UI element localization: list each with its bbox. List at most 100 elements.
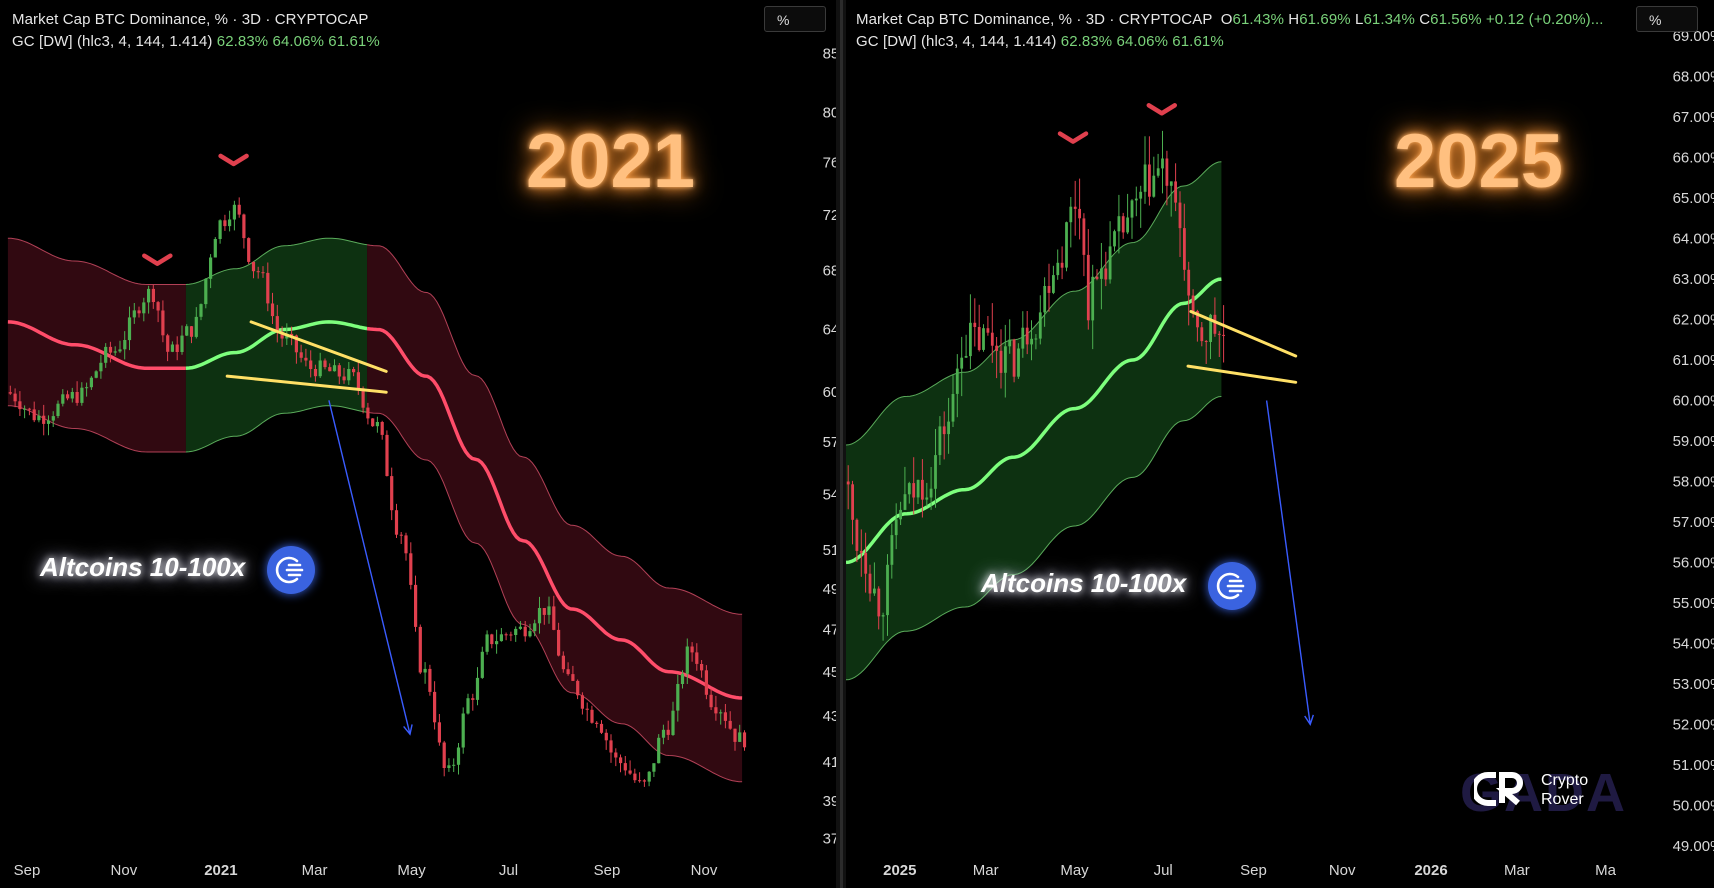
trendlines-group — [142, 153, 413, 736]
candle-body-20 — [104, 346, 108, 363]
candle-body-12 — [899, 509, 902, 520]
candle-body-95 — [461, 713, 465, 748]
candle-body-17 — [89, 377, 93, 388]
gc-midline-2 — [366, 326, 743, 700]
indicator-value-1: 62.83% — [216, 33, 269, 50]
candle-body-109 — [528, 631, 532, 637]
candle-body-137 — [661, 729, 666, 738]
candle-body-117 — [566, 669, 570, 675]
gc-midline-0 — [846, 277, 1222, 565]
candle-body-54 — [266, 272, 270, 304]
candle-body-93 — [452, 764, 456, 766]
candle-body-68 — [332, 365, 337, 372]
down-arrow-shaft — [328, 400, 411, 735]
candle-body-43 — [1034, 338, 1038, 340]
symbol-title[interactable]: Market Cap BTC Dominance, % · 3D · CRYPT… — [856, 11, 1213, 28]
candle-body-71 — [1156, 168, 1160, 176]
candle-body-114 — [552, 606, 556, 630]
watermark-line-2: Rover — [1541, 791, 1584, 808]
candle-body-3 — [23, 408, 27, 410]
candle-body-11 — [894, 519, 898, 536]
candle-body-2 — [18, 401, 22, 410]
y-tick-label-3: 66.00% — [1673, 150, 1714, 167]
down-arrow-head — [403, 724, 413, 736]
price-chart-2025[interactable]: 69.00% 68.00% 67.00% 66.00% 65.00% 64.00% 63.0… — [846, 0, 1714, 888]
candle-body-35 — [999, 350, 1003, 373]
candle-body-77 — [375, 422, 379, 427]
candle-body-127 — [614, 752, 618, 758]
candle-body-6 — [37, 415, 41, 421]
candle-body-134 — [647, 771, 651, 782]
low-value: 61.34% — [1363, 11, 1415, 28]
candle-body-108 — [523, 626, 527, 637]
candle-body-86 — [418, 626, 422, 673]
candle-body-26 — [960, 357, 964, 369]
candle-body-39 — [1017, 348, 1020, 377]
peak-marker-icon-0 — [1057, 131, 1089, 144]
scale-unit-button[interactable]: % — [764, 6, 826, 32]
candle-body-144 — [695, 652, 699, 664]
y-tick-label-10: 59.00% — [1673, 433, 1714, 450]
candle-body-14 — [75, 392, 79, 403]
candle-body-36 — [1004, 346, 1007, 373]
x-tick-label-3: Jul — [1154, 862, 1173, 879]
gc-upper-line-1 — [185, 237, 368, 285]
indicator-value-2: 64.06% — [1116, 33, 1169, 50]
gc-lower-line-1 — [185, 405, 368, 453]
candle-body-48 — [237, 204, 241, 215]
candle-body-77 — [1183, 228, 1186, 270]
candle-body-75 — [1174, 181, 1177, 203]
candle-body-102 — [495, 641, 499, 645]
candle-body-46 — [1047, 286, 1051, 293]
candle-body-126 — [609, 740, 613, 753]
indicator-name[interactable]: GC [DW] (hlc3, 4, 144, 1.414) — [856, 33, 1057, 50]
indicator-name[interactable]: GC [DW] (hlc3, 4, 144, 1.414) — [12, 33, 213, 50]
candle-body-73 — [356, 372, 360, 389]
symbol-title[interactable]: Market Cap BTC Dominance, % · 3D · CRYPT… — [12, 11, 369, 28]
gc-midline-0 — [7, 320, 186, 370]
candle-body-53 — [1078, 208, 1081, 219]
candle-body-79 — [385, 434, 389, 476]
indicator-value-1: 62.83% — [1060, 33, 1113, 50]
y-tick-label-11: 47.00% — [823, 622, 836, 639]
candle-body-51 — [251, 261, 256, 272]
high-value: 61.69% — [1299, 11, 1351, 28]
candle-body-138 — [666, 729, 670, 735]
y-tick-label-6: 60.00% — [823, 384, 836, 401]
y-tick-label-17: 52.00% — [1673, 716, 1714, 733]
candle-body-11 — [61, 394, 65, 404]
candle-body-40 — [199, 304, 203, 317]
candle-body-123 — [595, 722, 599, 724]
candle-body-105 — [509, 634, 513, 636]
watermark-line-1: Crypto — [1541, 772, 1589, 789]
candle-body-135 — [652, 763, 656, 772]
candle-body-59 — [1104, 268, 1108, 280]
candle-body-1 — [851, 484, 854, 520]
candle-body-26 — [132, 310, 136, 318]
change-value: +0.12 (+0.20%)... — [1485, 11, 1604, 28]
indicator-value-2: 64.06% — [272, 33, 325, 50]
x-axis: Sep Nov 2021 Mar May Jul Sep Nov — [14, 862, 718, 879]
candle-body-90 — [437, 722, 441, 743]
candle-body-57 — [280, 332, 284, 339]
candle-body-88 — [428, 668, 432, 692]
scale-unit-button[interactable]: % — [1636, 6, 1698, 32]
candle-body-55 — [1086, 254, 1090, 321]
candle-body-100 — [485, 634, 489, 652]
price-chart-2021[interactable]: 85.00% 80.00% 76.00% 72.00% 68.00% 64.00% 60.0… — [0, 0, 836, 888]
candle-body-50 — [247, 238, 251, 262]
candle-body-87 — [423, 668, 427, 673]
x-tick-label-0: Sep — [14, 862, 41, 879]
candle-body-24 — [951, 394, 955, 422]
gc-band-fill-0 — [846, 161, 1222, 680]
candle-body-76 — [1178, 202, 1182, 229]
candle-body-7 — [42, 415, 46, 424]
y-tick-label-20: 49.00% — [1673, 838, 1714, 855]
candle-body-86 — [1222, 334, 1225, 336]
candle-body-97 — [471, 698, 475, 700]
candle-body-44 — [218, 220, 222, 239]
candle-body-38 — [189, 326, 194, 337]
candle-body-4 — [27, 408, 31, 410]
candle-body-98 — [475, 677, 480, 700]
candle-body-60 — [1108, 246, 1112, 280]
